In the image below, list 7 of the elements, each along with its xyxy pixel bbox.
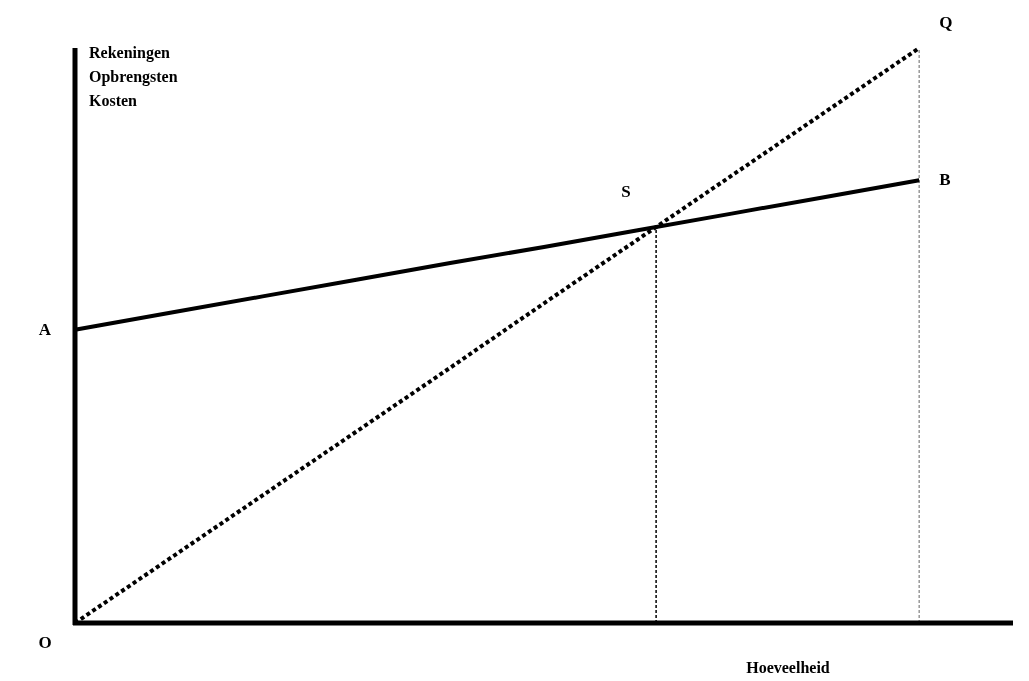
annotation: B [939,170,951,190]
text: O [38,633,52,652]
annotation: S [621,182,631,202]
x-axis-title: Hoeveelheid [746,659,830,676]
text: Q [939,13,953,32]
y-axis-title: Rekeningen Opbrengsten Kosten [89,44,178,109]
text: A [38,319,52,339]
